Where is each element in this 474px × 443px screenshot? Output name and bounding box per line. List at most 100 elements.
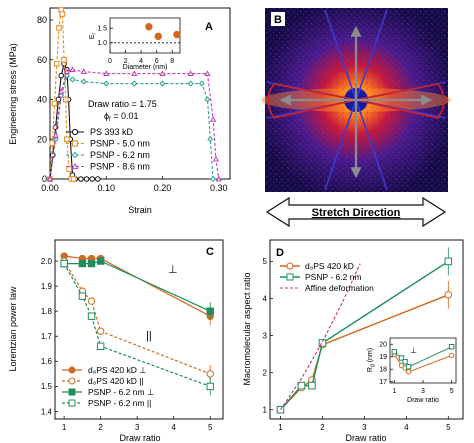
panel-c-data-point (78, 259, 87, 268)
panel-c-data-point (78, 292, 87, 300)
panel-a-inset-xtick-label: 0 (108, 58, 112, 65)
panel-d-legend-label: PSNP - 6.2 nm (305, 272, 362, 282)
panel-c-ytick-label: 2.0 (41, 257, 53, 266)
panel-d-series (276, 247, 453, 414)
panel-c-data-point (87, 312, 96, 320)
panel-a-xtick-label: 0.30 (210, 183, 228, 193)
panel-c-legend-label: d₈PS 420 kD ⊥ (88, 365, 147, 375)
panel-a-inset-ylabel: Er (89, 33, 98, 40)
panel-d-ytick-label: 5 (263, 257, 268, 266)
panel-b-letter-box (271, 12, 285, 26)
panel-d-letter: D (276, 247, 284, 259)
panel-d-inset-ytick-label: 18 (379, 367, 387, 374)
panel-a-data-point (103, 70, 110, 76)
panel-d-inset-xtick-label: 3 (421, 388, 425, 395)
panel-a-data-point (159, 80, 166, 87)
panel-a-xlabel: Strain (128, 205, 152, 215)
panel-c-data-point (87, 259, 96, 268)
panel-a-legend-marker (71, 162, 79, 170)
panel-d-data-point (276, 405, 285, 414)
panel-c-legend-marker (68, 377, 76, 385)
stretch-direction-arrow (265, 196, 447, 228)
panel-a-ytick-label: 80 (37, 15, 47, 25)
panel-c-legend-label: d₈PS 420 kD || (88, 376, 144, 386)
panel-d-series-line (280, 263, 361, 411)
panel-d-inset-point (398, 355, 405, 361)
panel-d-inset-xlabel: Draw ratio (407, 397, 439, 404)
panel-a-data-point (212, 155, 220, 162)
panel-d-legend-marker (286, 273, 294, 281)
panel-c-legend-label: PSNP - 6.2 nm || (88, 398, 151, 408)
panel-a-data-point (53, 60, 60, 67)
panel-a-data-point (51, 100, 58, 107)
panel-a-data-point (69, 66, 76, 72)
panel-d-inset-ytick-label: 17 (379, 379, 387, 386)
panel-c-data-point (206, 370, 214, 378)
panel-d-data-point (318, 339, 327, 347)
panel-d-xtick-label: 5 (446, 423, 451, 432)
panel-c-data-point (96, 257, 105, 265)
panel-c-ytick-label: 1.5 (41, 382, 53, 391)
panel-a-ytick-label: 0 (42, 174, 47, 184)
panel-d-ytick-label: 4 (263, 294, 268, 303)
panel-a-data-point (52, 131, 59, 138)
panel-a-ytick-label: 60 (37, 55, 47, 65)
panel-d-xtick-label: 4 (404, 423, 409, 432)
panel-d-data-point (444, 290, 453, 299)
panel-a-inset-point (173, 30, 181, 39)
panel-d-legend-label: d₈PS 420 kD (305, 261, 354, 271)
panel-d-inset-ylabel: Rg (nm) (367, 348, 376, 372)
panel-a-data-point (80, 68, 87, 74)
panel-a-inset-xlabel: Diameter (nm) (123, 64, 168, 71)
panel-a-inset-ytick-label: 1.5 (97, 26, 107, 33)
panel-c-ytick-label: 1.6 (41, 357, 53, 366)
panel-d-xtick-label: 2 (320, 423, 325, 432)
panel-a-ytick-label: 20 (37, 134, 47, 144)
panel-a-data-point (131, 80, 138, 87)
panel-c-legend-marker (68, 366, 76, 374)
panel-d-inset: Rg (nm) Draw ratio ⊥ 1 3 5 17 18 19 20 (367, 337, 457, 404)
panel-c-xlabel: Draw ratio (119, 433, 160, 443)
panel-c-data-point (96, 342, 105, 350)
panel-a-data-point (49, 140, 56, 147)
panel-a-data-point (80, 78, 87, 85)
panel-a-data-point (198, 80, 205, 87)
panel-a-data-point (131, 70, 138, 76)
panel-a-inset-xtick-label: 4 (139, 58, 143, 65)
panel-d-inset-point (405, 369, 412, 375)
panel-d-ytick-label: 2 (263, 368, 268, 377)
panel-d-axes: 1 2 3 4 5 1 2 3 4 5 (263, 257, 452, 432)
panel-c-legend-marker (68, 388, 76, 396)
panel-d-xtick-label: 1 (278, 423, 283, 432)
panel-d-ylabel: Macromolecular aspect ratio (242, 272, 252, 385)
panel-a-data-point (103, 80, 110, 87)
panel-d-xtick-label: 3 (362, 423, 367, 432)
panel-a-data-point (58, 88, 65, 94)
panel-c-legend-marker (68, 399, 76, 407)
panel-a-data-point (215, 175, 222, 182)
panel-d-inset-ytick-label: 20 (379, 342, 387, 349)
panel-a-data-point (210, 175, 217, 183)
panel-d-ytick-label: 1 (263, 406, 268, 415)
panel-c-xtick-label: 1 (62, 423, 67, 432)
panel-a-series-line (49, 69, 220, 180)
panel-a-data-point (61, 56, 67, 63)
panel-a-legend-marker (71, 128, 79, 136)
panel-a-legend-marker (71, 151, 79, 159)
panel-c-legend-label: PSNP - 6.2 nm ⊥ (88, 387, 155, 397)
panel-a-inset-point (145, 23, 153, 31)
panel-a-data-point (207, 136, 214, 143)
panel-a-ylabel: Engineering stress (MPa) (8, 43, 18, 145)
panel-c-ytick-label: 1.7 (41, 332, 53, 341)
panel-c-frame (54, 239, 224, 420)
panel-a-annotation-1: Draw ratio = 1.75 (88, 99, 157, 109)
panel-a-data-point (95, 176, 101, 182)
panel-d-data-point (297, 381, 306, 390)
panel-a-letter: A (205, 21, 213, 33)
panel-d-inset-ytick-label: 19 (379, 354, 387, 361)
panel-b-letter: B (274, 14, 282, 26)
panel-c-parallel-symbol: || (146, 330, 152, 342)
panel-a-data-point (70, 176, 77, 182)
panel-a-inset-xtick-label: 2 (124, 58, 128, 65)
